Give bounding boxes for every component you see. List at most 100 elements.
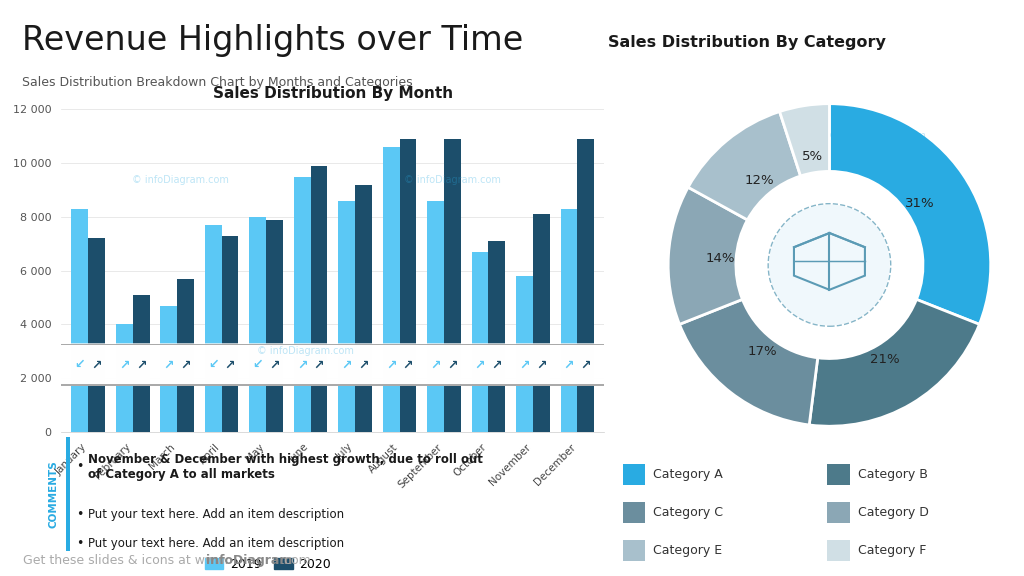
Text: ↙: ↙ xyxy=(252,358,263,372)
Text: 12%: 12% xyxy=(744,174,774,187)
Bar xyxy=(427,201,444,432)
Circle shape xyxy=(770,205,889,325)
Bar xyxy=(205,225,221,432)
Text: Category B: Category B xyxy=(858,468,928,481)
Text: © infoDiagram.com: © infoDiagram.com xyxy=(829,131,927,141)
Bar xyxy=(294,177,310,432)
Text: ↗: ↗ xyxy=(313,358,325,372)
Text: ↗: ↗ xyxy=(386,358,396,372)
Text: Put your text here. Add an item description: Put your text here. Add an item descript… xyxy=(88,509,344,521)
Circle shape xyxy=(0,344,1024,385)
FancyBboxPatch shape xyxy=(827,540,850,561)
Wedge shape xyxy=(829,104,990,324)
Text: ↗: ↗ xyxy=(119,358,129,372)
Wedge shape xyxy=(680,300,818,425)
Circle shape xyxy=(0,344,1024,385)
Bar xyxy=(578,139,594,432)
Bar xyxy=(355,185,372,432)
Text: Get these slides & icons at www.: Get these slides & icons at www. xyxy=(23,554,228,567)
Bar xyxy=(133,295,150,432)
Circle shape xyxy=(0,344,1024,385)
Text: 17%: 17% xyxy=(748,345,777,358)
Text: Category C: Category C xyxy=(653,506,723,519)
Text: ↗: ↗ xyxy=(164,358,174,372)
Circle shape xyxy=(0,344,1024,385)
Text: ↗: ↗ xyxy=(180,358,190,372)
FancyBboxPatch shape xyxy=(623,464,645,485)
Text: infoDiagram: infoDiagram xyxy=(206,554,292,567)
Circle shape xyxy=(0,344,1024,385)
Bar xyxy=(338,201,355,432)
Circle shape xyxy=(0,344,1024,385)
Circle shape xyxy=(0,344,1024,385)
Text: 31%: 31% xyxy=(905,197,935,210)
Text: ↗: ↗ xyxy=(519,358,529,372)
Text: Revenue Highlights over Time: Revenue Highlights over Time xyxy=(23,24,523,56)
Text: •: • xyxy=(76,537,83,550)
Bar xyxy=(88,238,105,432)
Text: © infoDiagram.com: © infoDiagram.com xyxy=(403,176,501,185)
FancyBboxPatch shape xyxy=(623,540,645,561)
Legend: 2019, 2020: 2019, 2020 xyxy=(205,558,331,571)
Wedge shape xyxy=(688,112,801,220)
Text: ↗: ↗ xyxy=(136,358,146,372)
Text: •: • xyxy=(76,509,83,521)
Bar xyxy=(177,279,194,432)
Circle shape xyxy=(0,344,1024,385)
Circle shape xyxy=(0,344,1024,385)
Bar xyxy=(221,236,239,432)
Text: ↗: ↗ xyxy=(475,358,485,372)
Text: ↗: ↗ xyxy=(492,358,502,372)
Bar xyxy=(560,209,578,432)
Circle shape xyxy=(0,344,1024,385)
Text: November & December with highest growth, due to roll out
of Category A to all ma: November & December with highest growth,… xyxy=(88,453,482,481)
Text: © infoDiagram.com: © infoDiagram.com xyxy=(257,346,354,357)
Text: 5%: 5% xyxy=(802,150,823,163)
Text: ↗: ↗ xyxy=(430,358,440,372)
Text: ↙: ↙ xyxy=(75,358,85,372)
Circle shape xyxy=(0,344,1024,385)
Bar xyxy=(116,324,133,432)
Text: © infoDiagram.com: © infoDiagram.com xyxy=(132,176,229,185)
Text: ↗: ↗ xyxy=(91,358,101,372)
Text: ↗: ↗ xyxy=(358,358,369,372)
Text: 21%: 21% xyxy=(870,353,900,366)
Text: COMMENTS: COMMENTS xyxy=(48,460,58,528)
Bar xyxy=(266,219,283,432)
Text: ↗: ↗ xyxy=(297,358,307,372)
Bar xyxy=(488,241,506,432)
Text: ↗: ↗ xyxy=(581,358,591,372)
Circle shape xyxy=(0,344,1024,385)
Text: .com: .com xyxy=(281,554,311,567)
Text: ↗: ↗ xyxy=(402,358,414,372)
Text: •: • xyxy=(76,460,83,473)
Wedge shape xyxy=(669,187,748,324)
Circle shape xyxy=(0,344,1024,385)
Circle shape xyxy=(0,344,1024,385)
Circle shape xyxy=(0,344,1024,385)
Text: ↗: ↗ xyxy=(564,358,574,372)
Circle shape xyxy=(0,344,1024,385)
Circle shape xyxy=(0,344,1024,385)
Text: ↗: ↗ xyxy=(537,358,547,372)
FancyBboxPatch shape xyxy=(827,464,850,485)
Circle shape xyxy=(0,344,1024,385)
Bar xyxy=(249,217,266,432)
Wedge shape xyxy=(779,104,829,176)
Circle shape xyxy=(804,239,855,291)
Circle shape xyxy=(0,344,1024,385)
Text: ↗: ↗ xyxy=(269,358,280,372)
Title: Sales Distribution By Month: Sales Distribution By Month xyxy=(213,86,453,101)
Bar xyxy=(472,252,488,432)
Text: ↗: ↗ xyxy=(447,358,458,372)
Text: 14%: 14% xyxy=(706,252,735,264)
Circle shape xyxy=(0,344,1024,385)
FancyBboxPatch shape xyxy=(623,502,645,523)
Text: Category A: Category A xyxy=(653,468,723,481)
Circle shape xyxy=(0,344,1024,385)
Text: ↙: ↙ xyxy=(208,358,218,372)
Text: Editable data charts, Excel table: Editable data charts, Excel table xyxy=(728,34,972,47)
Polygon shape xyxy=(609,9,634,72)
Bar xyxy=(383,147,399,432)
Text: Sales Distribution By Category: Sales Distribution By Category xyxy=(607,35,886,50)
